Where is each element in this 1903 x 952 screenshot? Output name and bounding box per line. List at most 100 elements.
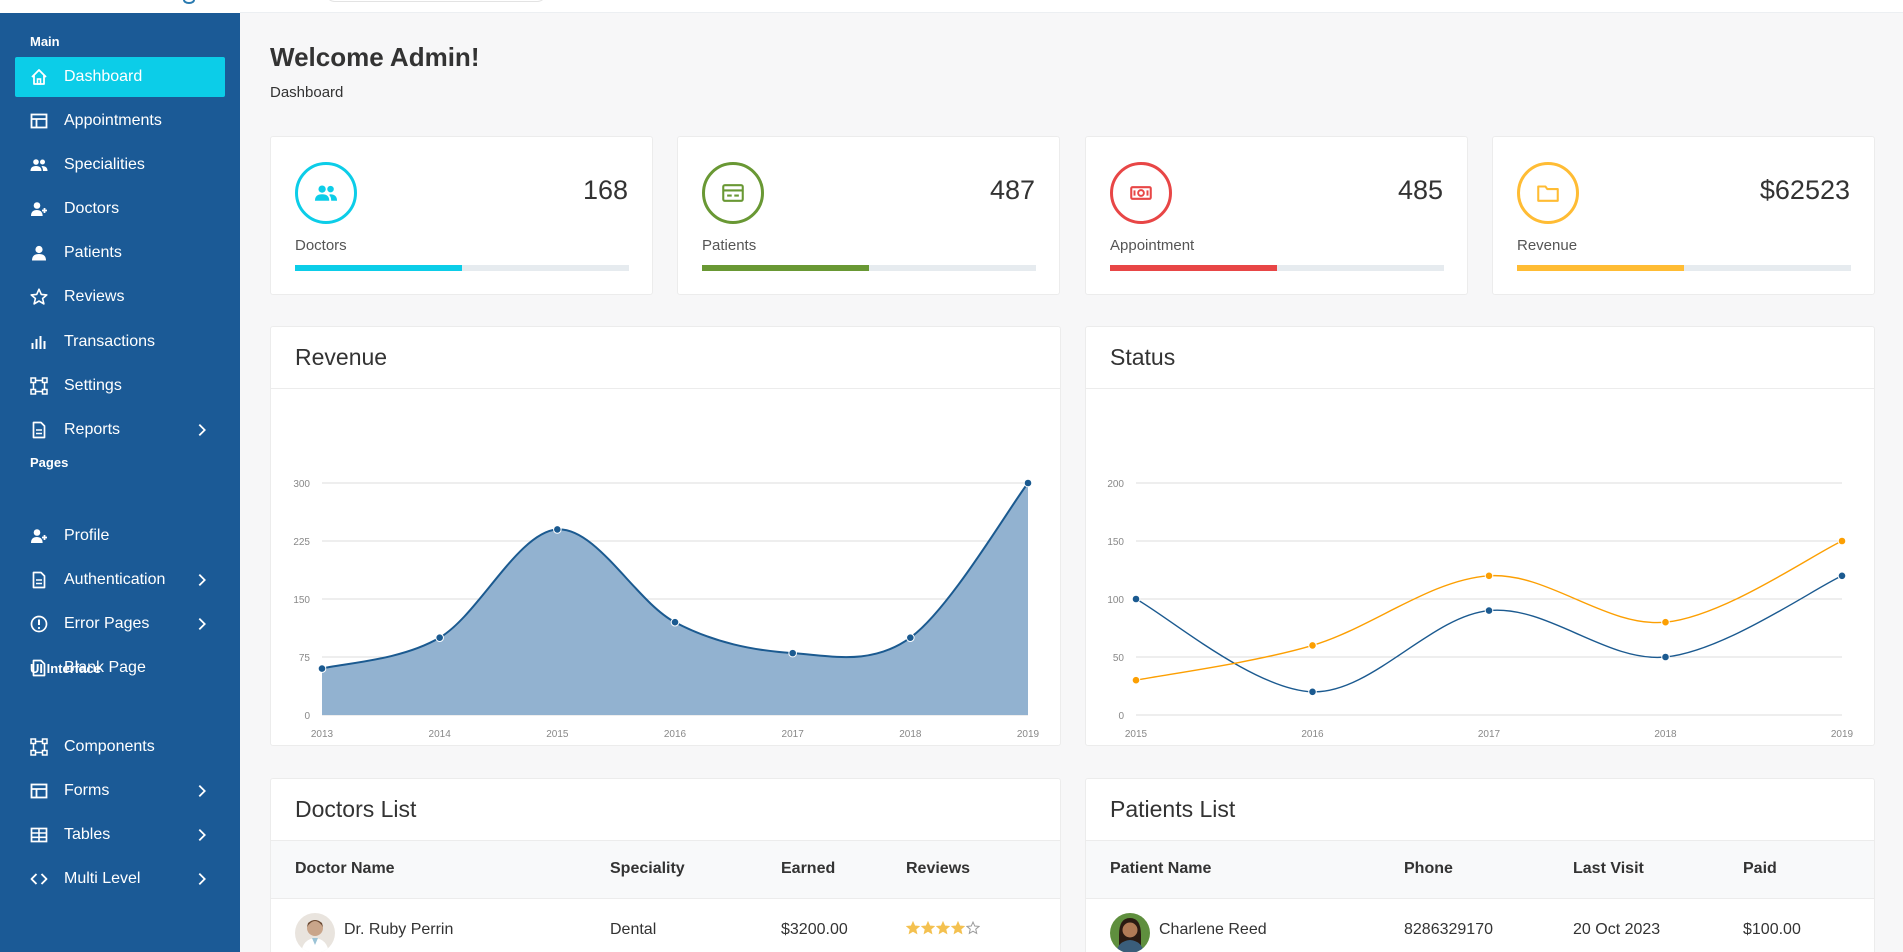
x-tick-label: 2016 <box>664 729 687 740</box>
menu-title-main: Main <box>30 34 60 49</box>
sidebar-item-error-pages[interactable]: Error Pages <box>15 604 225 644</box>
doctor-speciality: Dental <box>610 921 657 938</box>
sidebar-item-appointments[interactable]: Appointments <box>15 101 225 141</box>
table-row[interactable]: Dr. Ruby Perrin Dental $3200.00 <box>271 899 1060 952</box>
data-point[interactable] <box>1661 617 1670 627</box>
sidebar-item-label: Blank Page <box>64 659 146 676</box>
page-title: Welcome Admin! <box>270 42 480 72</box>
sidebar-item-patients[interactable]: Patients <box>15 233 225 273</box>
sidebar-item-profile[interactable]: Profile <box>15 516 225 556</box>
column-header-patient-name[interactable]: Patient Name <box>1110 860 1212 877</box>
column-header-paid[interactable]: Paid <box>1743 860 1777 877</box>
column-header-doctor-name[interactable]: Doctor Name <box>295 860 395 877</box>
y-tick-label: 75 <box>299 653 311 664</box>
sidebar-item-dashboard[interactable]: Dashboard <box>15 57 225 97</box>
sidebar-item-transactions[interactable]: Transactions <box>15 322 225 362</box>
column-header-last-visit[interactable]: Last Visit <box>1573 860 1644 877</box>
money-icon <box>1110 162 1172 224</box>
patient-last-visit: 20 Oct 2023 <box>1573 921 1661 938</box>
data-point[interactable] <box>435 633 444 642</box>
stat-card-patients: 487 Patients <box>677 136 1060 295</box>
stat-value: 485 <box>1397 175 1443 205</box>
data-point[interactable] <box>788 648 797 658</box>
sidebar-item-components[interactable]: Components <box>15 727 225 767</box>
doctors-list-panel: Doctors List Doctor Name Speciality Earn… <box>270 778 1061 952</box>
data-point[interactable] <box>1484 571 1494 581</box>
logo-icon <box>183 0 195 4</box>
y-tick-label: 200 <box>1107 479 1124 490</box>
y-tick-label: 150 <box>1107 537 1124 548</box>
data-point[interactable] <box>1308 641 1317 650</box>
sidebar-item-forms[interactable]: Forms <box>15 771 225 811</box>
table-row[interactable]: Charlene Reed 8286329170 20 Oct 2023 $10… <box>1086 899 1874 952</box>
sidebar-item-reports[interactable]: Reports <box>15 410 225 450</box>
data-point[interactable] <box>553 525 562 534</box>
data-point[interactable] <box>1023 478 1033 488</box>
table-icon <box>29 825 49 845</box>
stat-label: Revenue <box>1517 237 1578 254</box>
column-header-earned[interactable]: Earned <box>781 860 836 877</box>
data-point[interactable] <box>906 633 915 642</box>
stat-value: 168 <box>582 175 628 205</box>
data-point[interactable] <box>1837 571 1847 581</box>
patients-list-title: Patients List <box>1086 779 1874 841</box>
star-icon <box>29 287 49 307</box>
star-empty-icon <box>965 920 981 935</box>
chevron-right-icon <box>198 423 206 437</box>
sidebar-item-multi-level[interactable]: Multi Level <box>15 859 225 899</box>
top-header <box>0 0 1903 13</box>
stat-progress-track <box>702 265 1036 271</box>
sidebar-item-blank-page[interactable]: Blank Page <box>15 648 225 688</box>
sidebar-item-tables[interactable]: Tables <box>15 815 225 855</box>
sidebar-item-label: Forms <box>64 782 110 799</box>
data-point[interactable] <box>1131 675 1141 685</box>
status-panel: Status 0 50 100 150 200 2015 2016 2017 2018 2019 <box>1085 326 1875 746</box>
sidebar-item-authentication[interactable]: Authentication <box>15 560 225 600</box>
sidebar-item-specialities[interactable]: Specialities <box>15 145 225 185</box>
data-point[interactable] <box>1661 652 1670 662</box>
y-tick-label: 150 <box>293 595 310 606</box>
data-point[interactable] <box>670 617 680 627</box>
x-tick-label: 2015 <box>1125 729 1148 740</box>
x-tick-label: 2018 <box>899 729 922 740</box>
data-point[interactable] <box>1484 606 1494 615</box>
sidebar-item-doctors[interactable]: Doctors <box>15 189 225 229</box>
data-point[interactable] <box>317 664 327 673</box>
doctor-avatar[interactable] <box>295 913 335 952</box>
menu-title-pages: Pages <box>30 455 69 470</box>
home-icon <box>29 67 49 87</box>
credit-card-icon <box>702 162 764 224</box>
star-filled-icon <box>920 920 936 935</box>
x-tick-label: 2019 <box>1017 729 1040 740</box>
column-header-speciality[interactable]: Speciality <box>610 860 685 877</box>
sidebar-item-label: Reviews <box>64 288 125 305</box>
breadcrumb[interactable]: Dashboard <box>270 84 344 101</box>
patient-avatar[interactable] <box>1110 913 1150 952</box>
logo-area[interactable] <box>0 0 240 13</box>
stat-card-revenue: $62523 Revenue <box>1492 136 1875 295</box>
series-line-0 <box>1135 575 1843 693</box>
document-icon <box>29 420 49 440</box>
doctor-name[interactable]: Dr. Ruby Perrin <box>344 921 454 938</box>
search-input[interactable] <box>325 0 547 2</box>
layout-icon <box>29 111 49 131</box>
sidebar-item-label: Components <box>64 738 155 755</box>
data-point[interactable] <box>1131 594 1141 604</box>
y-tick-label: 0 <box>1118 711 1124 722</box>
data-point[interactable] <box>1837 536 1847 546</box>
sidebar-item-settings[interactable]: Settings <box>15 366 225 406</box>
user-plus-icon <box>29 526 49 546</box>
x-tick-label: 2014 <box>429 729 452 740</box>
bar-chart-icon <box>29 332 49 352</box>
sidebar-item-label: Appointments <box>64 112 162 129</box>
column-header-reviews[interactable]: Reviews <box>906 860 971 877</box>
sidebar-item-reviews[interactable]: Reviews <box>15 277 225 317</box>
data-point[interactable] <box>1308 687 1317 697</box>
chevron-right-icon <box>198 573 206 587</box>
column-header-phone[interactable]: Phone <box>1404 860 1453 877</box>
revenue-area-chart: 0 75 150 225 300 2013 2014 2015 2016 2017 2018 2019 <box>293 478 1040 740</box>
y-tick-label: 50 <box>1113 653 1125 664</box>
y-tick-label: 225 <box>293 537 310 548</box>
patient-name[interactable]: Charlene Reed <box>1159 921 1267 938</box>
revenue-panel-title: Revenue <box>271 327 1060 389</box>
